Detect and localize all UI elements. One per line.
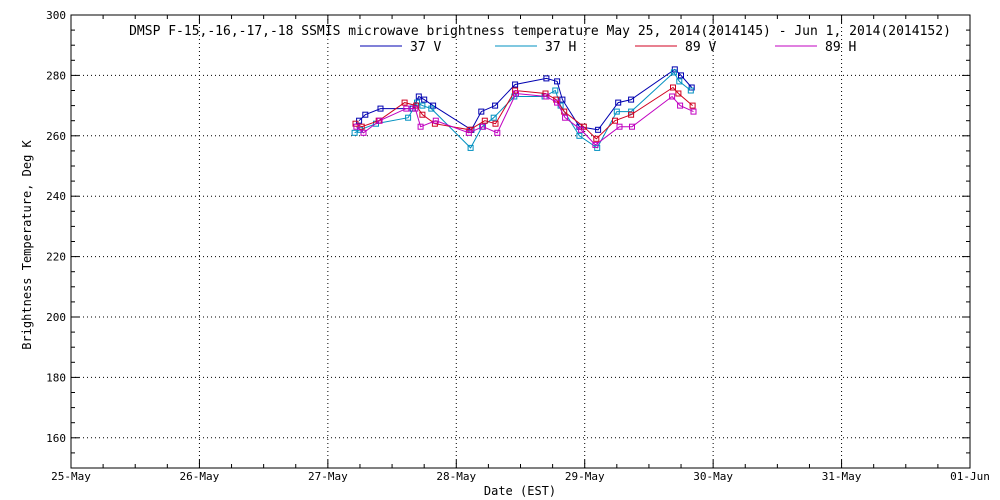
chart-title: DMSP F-15,-16,-17,-18 SSMIS microwave br… [129, 24, 951, 39]
data-point-89-h [376, 117, 383, 124]
data-point-89-v [481, 117, 488, 124]
data-point-89-v [593, 135, 600, 142]
data-point-89-h [616, 123, 623, 130]
legend-label-89-v: 89 V [685, 40, 716, 55]
data-point-89-h [513, 90, 519, 97]
data-point-37-h [467, 144, 474, 151]
y-axis-title: Brightness Temperature, Deg K [20, 139, 34, 349]
data-point-37-h [670, 69, 677, 76]
data-point-89-v [628, 111, 635, 118]
data-point-89-h [353, 123, 360, 130]
data-point-89-v [401, 99, 408, 106]
axis-ticks: 25-May 26-May 27-May 28-May 29-May 30-May 31-M… [46, 9, 990, 483]
data-point-89-h [562, 114, 569, 121]
series-line-37-h [354, 71, 692, 149]
data-point-89-h [465, 129, 472, 136]
data-point-37-h [552, 87, 559, 94]
data-point-89-h [629, 123, 635, 130]
data-point-37-v [478, 108, 485, 115]
data-point-89-h [677, 102, 684, 109]
data-point-37-v [512, 81, 519, 88]
data-point-89-h [417, 123, 424, 130]
data-point-89-v [675, 90, 682, 97]
data-point-89-v [670, 84, 676, 91]
data-point-89-h [543, 93, 550, 100]
data-point-89-v [419, 111, 426, 118]
data-point-89-h [578, 126, 585, 133]
data-point-37-v [628, 96, 635, 103]
x-tick-label: 28-May [436, 470, 476, 483]
x-tick-label: 26-May [180, 470, 220, 483]
x-axis-title: Date (EST) [484, 484, 556, 498]
data-point-37-h [419, 102, 426, 109]
y-tick-label: 220 [46, 251, 66, 264]
data-point-37-v [543, 75, 550, 82]
x-tick-label: 30-May [693, 470, 733, 483]
data-point-37-h [613, 108, 620, 115]
legend-label-37-v: 37 V [410, 40, 441, 55]
data-point-89-v [689, 102, 696, 109]
x-tick-label: 27-May [308, 470, 348, 483]
data-point-37-v [595, 126, 602, 133]
data-point-37-h [576, 132, 583, 139]
y-tick-label: 260 [46, 130, 66, 143]
x-tick-label: 31-May [822, 470, 862, 483]
y-tick-label: 160 [46, 432, 66, 445]
data-point-89-v [492, 120, 499, 127]
y-tick-label: 280 [46, 69, 66, 82]
data-point-37-v [362, 111, 369, 118]
data-point-89-h [669, 93, 676, 100]
data-point-89-v [612, 117, 618, 124]
legend: 37 V 37 H 89 V 89 H [360, 40, 856, 55]
data-point-37-h [490, 114, 497, 121]
series-line-37-v [358, 68, 693, 131]
y-tick-label: 200 [46, 311, 66, 324]
data-point-89-h [412, 105, 419, 112]
y-tick-label: 180 [46, 371, 66, 384]
data-point-89-h [554, 99, 561, 106]
x-tick-label: 01-Jun [950, 470, 990, 483]
data-point-37-h [405, 114, 412, 121]
x-tick-label: 29-May [565, 470, 605, 483]
legend-label-89-h: 89 H [825, 40, 856, 55]
data-point-89-h [494, 129, 501, 136]
data-point-37-v [421, 96, 428, 103]
series-line-89-v [355, 86, 693, 140]
data-point-37-h [628, 108, 635, 115]
data-point-37-h [687, 87, 694, 94]
data-point-89-h [480, 123, 486, 130]
data-point-37-v [377, 105, 384, 112]
data-point-37-v [678, 72, 684, 79]
legend-label-37-h: 37 H [545, 40, 576, 55]
data-point-37-v [492, 102, 499, 109]
y-tick-label: 240 [46, 190, 66, 203]
series-group [351, 66, 697, 151]
data-point-89-h [432, 117, 439, 124]
data-point-89-h [360, 129, 367, 136]
x-tick-label: 25-May [51, 470, 91, 483]
data-point-89-h [690, 108, 697, 115]
data-point-89-h [403, 105, 410, 112]
data-point-37-v [554, 78, 561, 85]
data-point-89-h [592, 141, 599, 148]
y-tick-label: 300 [46, 9, 66, 22]
data-point-37-v [615, 99, 622, 106]
data-point-37-v [415, 93, 422, 100]
data-point-37-h [428, 105, 435, 112]
data-point-37-h [676, 78, 683, 85]
